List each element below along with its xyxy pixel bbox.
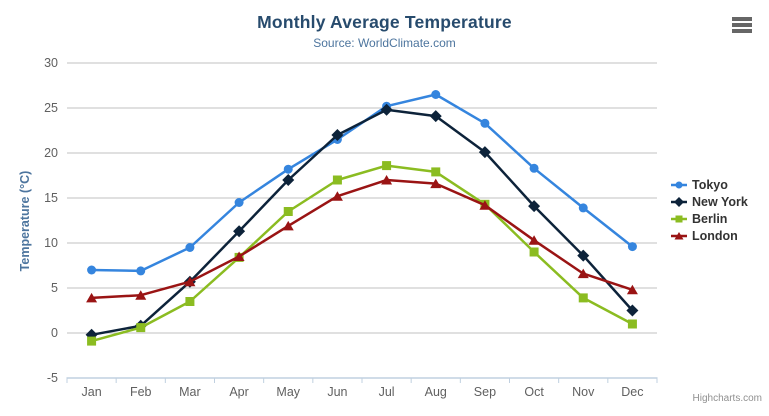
hamburger-icon [732,29,752,33]
x-axis-label: Sep [473,385,497,399]
x-axis-label: Dec [621,385,644,399]
series-point-new-york[interactable] [577,249,590,262]
series-point-tokyo[interactable] [185,243,195,252]
series-point-tokyo[interactable] [431,90,441,99]
x-axis-label: Oct [524,385,544,399]
x-axis-label: Aug [424,385,447,399]
y-axis-label: -5 [46,371,58,385]
series-point-berlin[interactable] [136,323,146,333]
y-axis-label: 5 [51,281,58,295]
series-point-berlin[interactable] [87,336,97,346]
series-point-tokyo[interactable] [136,266,146,276]
series-point-london[interactable] [282,220,294,231]
series-point-london[interactable] [626,284,638,295]
series-line-london[interactable] [90,178,634,300]
y-axis-label: 15 [44,191,58,205]
x-axis-label: Jan [81,385,102,399]
series-point-new-york[interactable] [282,174,295,186]
legend-item-london[interactable]: London [671,227,748,244]
credits-link[interactable]: Highcharts.com [692,393,762,404]
hamburger-icon [732,23,752,27]
legend-symbol-diamond-icon [671,196,687,207]
series-point-london[interactable] [381,175,393,185]
legend-item-label: Tokyo [692,177,728,192]
x-axis-label: May [276,385,301,399]
x-axis-label: Mar [179,385,201,399]
series-point-new-york[interactable] [380,103,393,116]
x-axis-label: Apr [229,385,249,399]
series-point-london[interactable] [528,235,540,245]
series-point-tokyo[interactable] [234,198,244,207]
series-point-tokyo[interactable] [529,163,539,173]
series-point-new-york[interactable] [429,110,442,123]
series-line-berlin[interactable] [90,164,634,343]
y-axis-label: 0 [51,326,58,340]
legend-item-label: New York [692,194,748,209]
x-axis-label: Feb [129,385,152,399]
series-point-london[interactable] [135,290,147,300]
x-axis-label: Nov [572,385,595,399]
y-axis-label: 30 [44,56,58,70]
hamburger-icon [732,17,752,21]
legend-marker-tokyo[interactable] [675,181,683,188]
legend: Tokyo New York Berlin London [671,176,748,244]
legend-symbol-circle-icon [671,181,687,188]
series-line-tokyo[interactable] [90,93,634,273]
x-axis-label: Jun [327,385,348,399]
series-point-berlin[interactable] [185,297,195,306]
y-axis-label: 20 [44,146,58,160]
series-point-berlin[interactable] [382,161,392,171]
legend-symbol-square-icon [671,215,687,222]
legend-item-berlin[interactable]: Berlin [671,210,748,227]
chart-subtitle: Source: WorldClimate.com [313,36,456,50]
legend-symbol-triangle-icon [671,231,687,240]
series-point-tokyo[interactable] [480,118,490,128]
series-point-london[interactable] [479,200,491,210]
legend-marker-berlin[interactable] [675,215,683,222]
series-point-new-york[interactable] [331,129,344,141]
series-point-tokyo[interactable] [283,164,293,174]
series-point-new-york[interactable] [626,304,639,317]
series-point-tokyo[interactable] [627,242,637,252]
series-point-london[interactable] [430,178,442,189]
series-point-berlin[interactable] [332,175,342,185]
legend-marker-london[interactable] [674,231,684,240]
series-point-berlin[interactable] [529,247,539,257]
series-point-london[interactable] [86,292,98,303]
legend-item-label: Berlin [692,211,728,226]
series-point-berlin[interactable] [627,319,637,329]
series-point-new-york[interactable] [528,200,541,213]
series-point-berlin[interactable] [578,293,588,303]
y-axis-label: 10 [44,236,58,250]
series-point-london[interactable] [184,276,196,287]
series-point-new-york[interactable] [233,225,246,238]
export-menu-button[interactable] [730,15,754,35]
chart-title: Monthly Average Temperature [257,12,512,32]
series-point-berlin[interactable] [431,167,441,177]
legend-item-label: London [692,228,738,243]
legend-marker-new-york[interactable] [674,196,684,207]
series-line-new-york[interactable] [90,108,634,337]
series-point-london[interactable] [577,268,589,279]
series-point-tokyo[interactable] [578,203,588,213]
series-point-london[interactable] [331,191,343,201]
legend-item-tokyo[interactable]: Tokyo [671,176,748,193]
series-point-tokyo[interactable] [87,265,97,275]
x-axis-label: Jul [378,385,395,399]
y-axis-label: 25 [44,101,58,115]
series-point-new-york[interactable] [478,146,491,159]
series-point-london[interactable] [233,251,245,262]
series-point-berlin[interactable] [283,207,293,216]
legend-item-new-york[interactable]: New York [671,193,748,210]
